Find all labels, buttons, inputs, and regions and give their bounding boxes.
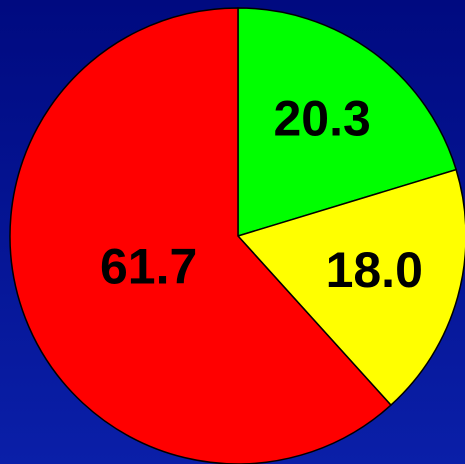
slice-label: 20.3 <box>273 91 370 147</box>
slice-label: 18.0 <box>326 242 423 298</box>
slice-label: 61.7 <box>100 239 197 295</box>
pie-slice <box>236 168 465 407</box>
pie-slice <box>237 7 458 238</box>
pie-slice <box>9 7 392 464</box>
